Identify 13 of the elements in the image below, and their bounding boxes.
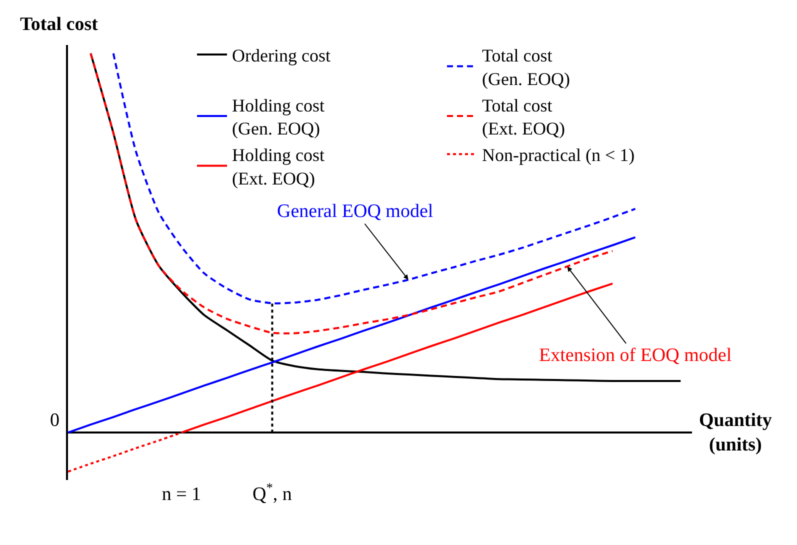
- y-axis-title: Total cost: [20, 14, 99, 35]
- legend-label: Total cost (Gen. EOQ): [482, 46, 570, 89]
- legend-label: Non-practical (n < 1): [482, 145, 635, 166]
- text: 0: [50, 410, 60, 431]
- legend-label: Total cost (Ext. EOQ): [482, 95, 565, 139]
- annotation: General EOQ model: [277, 201, 434, 222]
- annotation: Extension of EOQ model: [539, 345, 732, 366]
- legend-label: Ordering cost: [232, 46, 330, 66]
- legend-label: Holding cost (Ext. EOQ): [232, 145, 324, 189]
- x-tick-label: Q$^{*}$, n: [252, 480, 292, 505]
- x-tick-label: n = 1: [162, 484, 202, 505]
- x-axis-title: Quantity (units): [699, 410, 772, 456]
- legend-label: Holding cost (Gen. EOQ): [232, 95, 324, 139]
